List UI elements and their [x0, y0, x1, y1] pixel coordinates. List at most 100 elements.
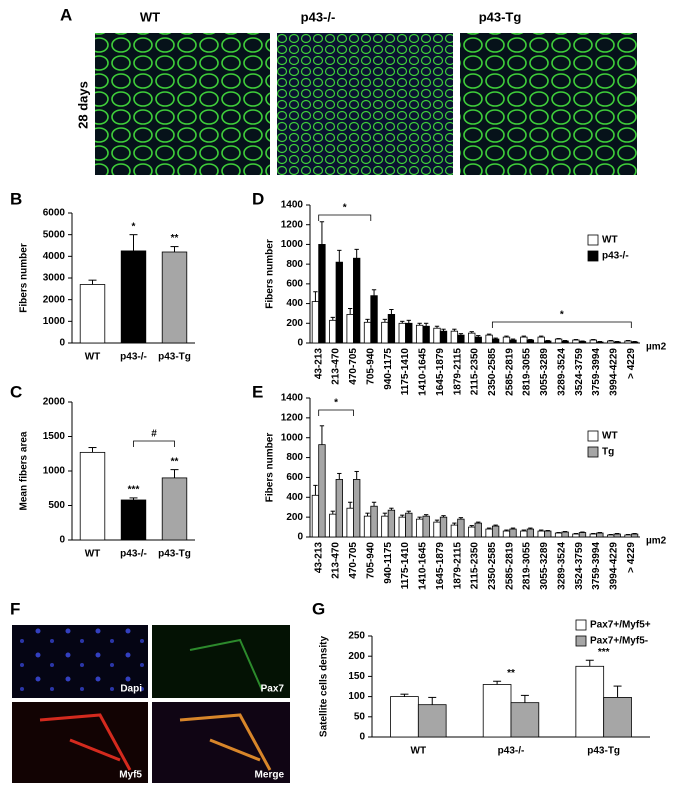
y-tick-label: 2000: [43, 397, 66, 408]
micrograph: [152, 625, 290, 698]
bar: [607, 534, 615, 538]
y-tick-label: 1000: [281, 239, 304, 250]
x-tick-label: 3524-3759: [574, 348, 585, 396]
bar: [415, 518, 424, 538]
bar: [387, 314, 396, 344]
x-tick-label: 2350-2585: [487, 348, 498, 396]
y-tick-label: 50: [354, 711, 366, 722]
significance: *: [343, 203, 347, 214]
panel-label: C: [10, 382, 22, 401]
micrograph: [460, 33, 637, 175]
bracket: [133, 440, 175, 447]
y-tick-label: 1200: [281, 412, 304, 423]
bar: [624, 534, 632, 538]
column-label: WT: [140, 9, 160, 24]
panel-label: E: [252, 382, 263, 401]
x-tick-label: 940-1175: [383, 542, 394, 584]
bar: [311, 494, 320, 538]
bar: [485, 528, 493, 538]
x-tick-label: 43-213: [313, 348, 324, 380]
bar: [346, 507, 354, 538]
y-tick-label: 400: [286, 492, 303, 503]
legend-label: p43-/-: [602, 251, 629, 262]
bar: [329, 319, 337, 344]
legend-label: Tg: [602, 447, 614, 458]
x-tick-label: p43-/-: [498, 746, 525, 757]
legend-swatch: [575, 635, 587, 647]
x-tick-label: 3055-3289: [539, 348, 550, 396]
x-tick-label: p43-Tg: [158, 352, 191, 363]
bar: [607, 340, 615, 344]
y-axis-label: Fibers number: [19, 243, 30, 313]
micrograph: [12, 625, 148, 698]
y-tick-label: 200: [286, 318, 303, 329]
bar: [161, 477, 188, 541]
stain: [179, 713, 272, 771]
bar: [572, 533, 580, 538]
bar: [370, 505, 378, 538]
significance: ***: [598, 647, 610, 658]
bar: [537, 336, 545, 344]
channel-label: Pax7: [261, 684, 285, 695]
bar: [596, 341, 604, 344]
y-tick-label: 0: [59, 535, 65, 546]
bar: [575, 665, 605, 738]
bar: [433, 327, 441, 344]
x-tick-label: p43-Tg: [587, 746, 620, 757]
bar: [433, 521, 441, 538]
channel-label: Merge: [255, 770, 285, 781]
bar: [439, 330, 448, 344]
bar: [596, 532, 604, 538]
y-tick-label: 1400: [281, 393, 304, 404]
bar: [363, 321, 372, 344]
y-tick-label: 250: [348, 631, 365, 642]
x-tick-label: 1175-1410: [400, 348, 411, 396]
legend-swatch: [587, 234, 599, 246]
x-tick-label: 1879-2115: [452, 348, 463, 396]
bar: [79, 451, 106, 541]
bar: [79, 284, 106, 344]
bar: [398, 516, 406, 538]
bracket: [318, 214, 372, 221]
x-tick-label: 3055-3289: [539, 542, 550, 590]
bar: [485, 334, 493, 344]
bar: [474, 336, 482, 344]
legend-swatch: [587, 430, 599, 442]
x-tick-label: 1645-1879: [435, 348, 446, 396]
x-tick-label: 2819-3055: [522, 542, 533, 590]
bar: [398, 322, 406, 344]
significance: **: [171, 456, 179, 467]
significance: **: [171, 233, 179, 244]
bar: [363, 515, 372, 538]
panel-label: B: [10, 189, 22, 208]
x-tick-label: 3289-3524: [556, 542, 567, 590]
y-tick-label: 0: [59, 338, 65, 349]
bar: [509, 339, 517, 344]
x-tick-label: WT: [411, 746, 427, 757]
bar: [544, 530, 552, 538]
y-axis-label: Mean fibers area: [19, 431, 30, 510]
micrograph: [95, 33, 270, 175]
legend-label: WT: [602, 431, 618, 442]
x-tick-label: 3524-3759: [574, 542, 585, 590]
x-tick-label: 1175-1410: [400, 542, 411, 590]
significance: *: [334, 398, 338, 409]
bar: [405, 322, 413, 344]
bar: [630, 533, 639, 538]
row-label: 28 days: [75, 81, 90, 129]
significance: ***: [128, 485, 140, 496]
bar: [482, 684, 512, 738]
x-tick-label: 1879-2115: [452, 542, 463, 590]
bracket: [491, 321, 632, 328]
bar: [561, 340, 569, 344]
y-tick-label: 3000: [43, 273, 66, 284]
y-axis-label: Fibers number: [265, 239, 276, 309]
channel-label: Dapi: [120, 684, 142, 695]
column-label: p43-/-: [301, 9, 336, 24]
bar: [630, 341, 639, 344]
bar: [491, 525, 500, 538]
bar: [502, 336, 511, 344]
legend-label: Pax7+/Myf5-: [590, 636, 648, 647]
x-tick-label: 470-705: [348, 348, 359, 385]
bar: [589, 533, 597, 538]
